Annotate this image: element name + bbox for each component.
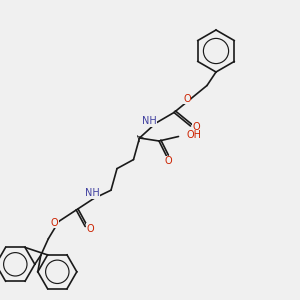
Text: NH: NH — [85, 188, 100, 198]
Text: O: O — [192, 122, 200, 133]
Text: O: O — [50, 218, 58, 228]
Text: O: O — [183, 94, 191, 104]
Text: OH: OH — [187, 130, 202, 140]
Text: NH: NH — [142, 116, 157, 127]
Text: O: O — [164, 156, 172, 167]
Text: O: O — [87, 224, 94, 234]
